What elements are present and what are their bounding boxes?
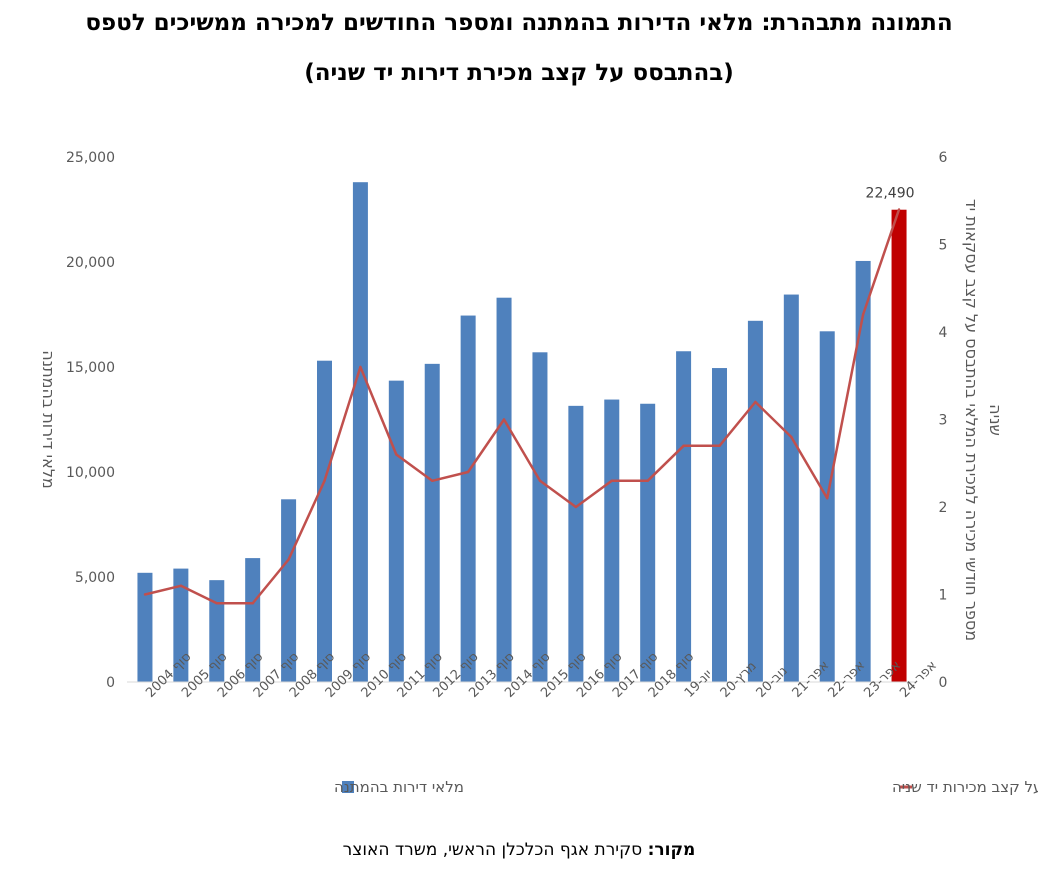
bar — [783, 294, 799, 682]
line-series — [144, 209, 901, 605]
y-tick-label: 25,000 — [66, 150, 115, 166]
y-tick-label: 0 — [106, 675, 115, 691]
line-point — [287, 558, 290, 561]
bar — [676, 351, 692, 682]
line-point — [754, 400, 757, 404]
bar — [352, 182, 368, 682]
line-point — [610, 479, 613, 482]
line-point — [718, 444, 721, 447]
line-point — [395, 453, 398, 456]
y2-axis-ticks: 0 1 2 3 4 5 6 — [939, 150, 948, 691]
legend: מלאי דירות בהמתנה מספר חודשים למכירת המל… — [334, 778, 1038, 796]
y-tick-label: 20,000 — [66, 255, 115, 271]
y2-tick-label: 4 — [939, 325, 948, 341]
bar — [855, 260, 871, 682]
legend-bar-label: מלאי דירות בהמתנה — [334, 778, 464, 796]
y-tick-label: 10,000 — [66, 465, 115, 481]
y2-tick-label: 5 — [939, 238, 948, 254]
y-axis-label: מלאי דירות בהמתנה — [39, 350, 58, 489]
bar — [137, 572, 153, 682]
y2-tick-label: 0 — [939, 675, 948, 691]
line-point — [431, 479, 434, 482]
source-note: מקור: סקירת אגף הכלכלן הראשי, משרד האוצר — [0, 840, 1038, 860]
line-point — [574, 505, 578, 509]
line-point — [215, 602, 218, 605]
bar — [496, 297, 512, 682]
y-tick-label: 5,000 — [75, 570, 115, 586]
bars-layer — [137, 182, 907, 682]
bar — [604, 399, 620, 682]
bar — [640, 403, 656, 682]
bar — [568, 405, 584, 682]
bar — [388, 380, 404, 682]
bar — [245, 558, 261, 682]
line-point — [466, 470, 470, 474]
line-point — [790, 435, 793, 439]
line-point — [861, 313, 865, 316]
bar — [209, 580, 225, 682]
data-label: 22,490 — [866, 186, 915, 202]
bar — [891, 209, 907, 682]
y-tick-label: 15,000 — [66, 360, 115, 376]
source-text: סקירת אגף הכלכלן הראשי, משרד האוצר — [342, 840, 643, 860]
line-point — [143, 593, 147, 596]
y2-tick-label: 1 — [939, 588, 948, 604]
y-axis-ticks: 0 5,000 10,000 15,000 20,000 25,000 — [66, 150, 115, 691]
bar — [532, 352, 548, 682]
bar — [747, 320, 763, 682]
line-point — [897, 208, 901, 211]
y2-tick-label: 2 — [939, 500, 948, 516]
y2-tick-label: 3 — [939, 413, 948, 429]
line-point — [682, 444, 685, 447]
y2-axis-label-line1: מספר חודשי מכירה למכירת המלאי בהתבסס על … — [962, 199, 981, 641]
bar — [281, 499, 297, 682]
bar — [460, 315, 476, 682]
bar — [317, 360, 332, 682]
line-layer — [143, 208, 901, 605]
line-point — [646, 479, 649, 482]
chart-area: 0 5,000 10,000 15,000 20,000 25,000 0 1 2 3 4 5 6 ס… — [39, 150, 1038, 796]
legend-line-label: מספר חודשים למכירת המלאי, בהתבסס על קצב … — [892, 778, 1038, 796]
source-label: מקור: — [647, 840, 696, 860]
line-point — [502, 418, 506, 421]
line-point — [359, 365, 362, 369]
y2-tick-label: 6 — [939, 150, 948, 166]
bar — [819, 331, 835, 682]
bar — [424, 363, 440, 682]
line-point — [251, 602, 254, 605]
line-point — [323, 479, 326, 482]
line-point — [538, 479, 542, 482]
chart-title-line2: (בהתבסס על קצב מכירת דירות יד שניה) — [304, 60, 734, 86]
y2-axis-label-line2: שניה — [986, 404, 1005, 436]
line-point — [826, 497, 829, 500]
chart-title-line1: התמונה מתבהרת: מלאי הדירות בהמתנה ומספר … — [85, 10, 953, 36]
line-point — [179, 584, 183, 587]
bar — [712, 368, 727, 682]
legend-bar-swatch — [342, 781, 354, 793]
bar — [173, 568, 189, 682]
